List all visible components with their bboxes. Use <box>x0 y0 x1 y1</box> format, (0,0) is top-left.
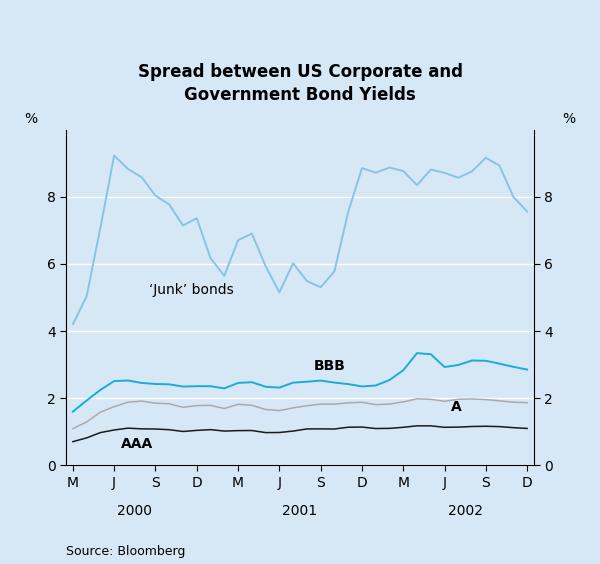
Text: A: A <box>451 400 462 414</box>
Text: 2000: 2000 <box>118 504 152 518</box>
Text: 2001: 2001 <box>283 504 317 518</box>
Text: Source: Bloomberg: Source: Bloomberg <box>66 545 185 558</box>
Text: 2002: 2002 <box>448 504 482 518</box>
Text: %: % <box>562 112 575 126</box>
Text: BBB: BBB <box>314 359 346 373</box>
Text: %: % <box>24 112 37 126</box>
Text: AAA: AAA <box>121 437 154 451</box>
Text: ‘Junk’ bonds: ‘Junk’ bonds <box>149 283 233 297</box>
Text: Spread between US Corporate and
Government Bond Yields: Spread between US Corporate and Governme… <box>137 63 463 104</box>
